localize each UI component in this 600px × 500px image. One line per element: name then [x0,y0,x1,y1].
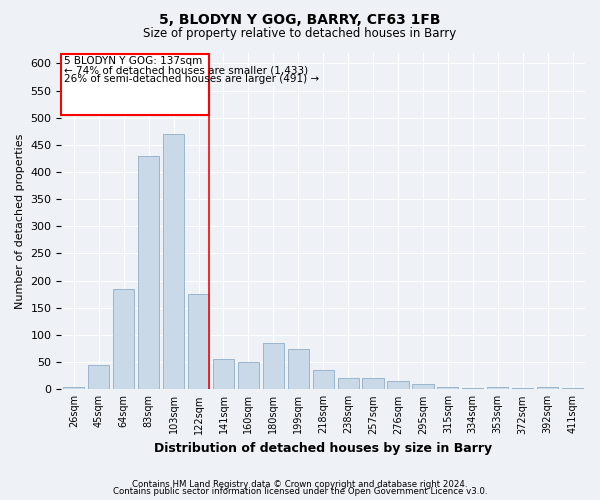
Text: Contains HM Land Registry data © Crown copyright and database right 2024.: Contains HM Land Registry data © Crown c… [132,480,468,489]
Text: 5 BLODYN Y GOG: 137sqm: 5 BLODYN Y GOG: 137sqm [64,56,202,66]
Bar [537,386,558,390]
Bar [63,386,85,390]
Text: ← 74% of detached houses are smaller (1,433): ← 74% of detached houses are smaller (1,… [64,66,308,76]
Bar [512,388,533,390]
Bar [313,370,334,390]
Bar [362,378,383,390]
Bar [562,388,583,390]
Bar [487,386,508,390]
Bar [188,294,209,390]
Text: 5, BLODYN Y GOG, BARRY, CF63 1FB: 5, BLODYN Y GOG, BARRY, CF63 1FB [159,12,441,26]
Y-axis label: Number of detached properties: Number of detached properties [15,133,25,308]
Bar [138,156,159,390]
Bar [338,378,359,390]
Bar [462,388,484,390]
Bar [388,381,409,390]
Bar [263,343,284,390]
Bar [412,384,434,390]
Text: 26% of semi-detached houses are larger (491) →: 26% of semi-detached houses are larger (… [64,74,319,84]
Bar [163,134,184,390]
Bar [88,365,109,390]
Bar [437,386,458,390]
Bar [287,348,309,390]
Text: Contains public sector information licensed under the Open Government Licence v3: Contains public sector information licen… [113,487,487,496]
Bar [113,289,134,390]
Bar [61,54,209,115]
X-axis label: Distribution of detached houses by size in Barry: Distribution of detached houses by size … [154,442,492,455]
Bar [213,360,234,390]
Bar [238,362,259,390]
Text: Size of property relative to detached houses in Barry: Size of property relative to detached ho… [143,28,457,40]
